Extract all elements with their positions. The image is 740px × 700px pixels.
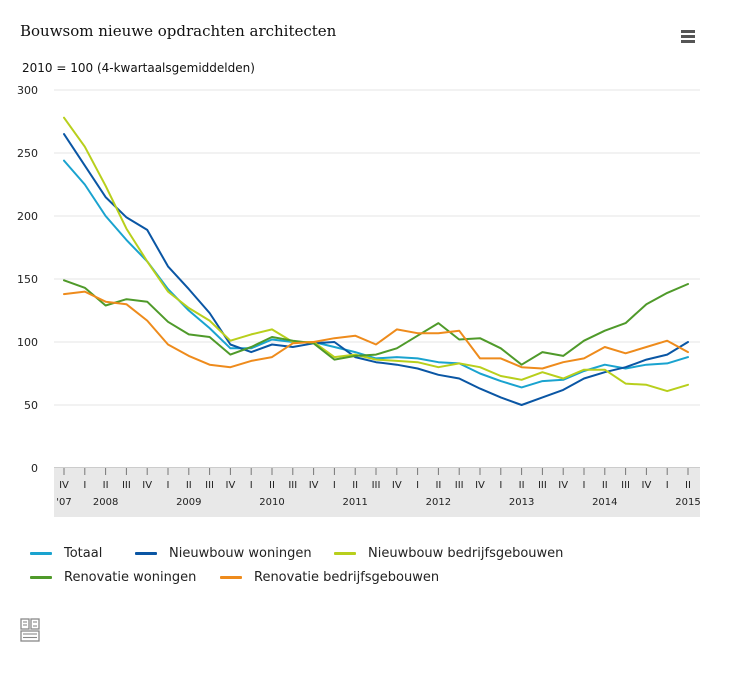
- x-quarter-label: I: [167, 480, 170, 491]
- legend-label: Renovatie bedrijfsgebouwen: [254, 570, 440, 585]
- series-line-nieuwbouw-woningen: [63, 133, 689, 406]
- series-line-renovatie-bedrijfsgebouwen: [63, 290, 689, 370]
- legend-swatch: [30, 576, 52, 579]
- x-year-label: 2013: [509, 497, 534, 508]
- x-quarter-label: II: [103, 480, 109, 491]
- x-quarter-label: I: [83, 480, 86, 491]
- x-quarter-label: I: [416, 480, 419, 491]
- x-year-label: 2010: [259, 497, 284, 508]
- legend-item[interactable]: Renovatie woningen: [30, 570, 196, 585]
- x-quarter-label: III: [122, 480, 131, 491]
- legend-swatch: [30, 552, 52, 555]
- y-tick-label: 150: [17, 273, 38, 286]
- x-quarter-label: II: [269, 480, 275, 491]
- x-quarter-label: II: [186, 480, 192, 491]
- chart-title: Bouwsom nieuwe opdrachten architecten: [20, 22, 337, 40]
- x-quarter-label: I: [583, 480, 586, 491]
- legend-item[interactable]: Totaal: [30, 546, 102, 561]
- x-quarter-label: IV: [642, 480, 652, 491]
- x-quarter-label: IV: [226, 480, 236, 491]
- y-tick-label: 0: [31, 462, 38, 475]
- x-year-label: 2012: [426, 497, 451, 508]
- y-tick-label: 300: [17, 84, 38, 97]
- legend-item[interactable]: Renovatie bedrijfsgebouwen: [220, 570, 439, 585]
- cbs-logo-icon: [20, 618, 40, 642]
- y-tick-label: 100: [17, 336, 38, 349]
- x-quarter-label: I: [250, 480, 253, 491]
- x-quarter-label: III: [288, 480, 297, 491]
- y-tick-label: 50: [24, 399, 38, 412]
- x-year-label: 2011: [342, 497, 367, 508]
- x-year-label: 2008: [93, 497, 118, 508]
- x-quarter-label: IV: [309, 480, 319, 491]
- x-quarter-label: II: [685, 480, 691, 491]
- x-quarter-label: II: [435, 480, 441, 491]
- x-axis-band: [54, 468, 700, 517]
- x-quarter-label: IV: [392, 480, 402, 491]
- x-quarter-label: III: [455, 480, 464, 491]
- legend-label: Renovatie woningen: [64, 570, 197, 585]
- y-axis: 0 50 100 150 200 250 300: [17, 84, 38, 475]
- x-quarter-label: I: [333, 480, 336, 491]
- legend-item[interactable]: Nieuwbouw woningen: [135, 546, 312, 561]
- x-quarter-label: III: [372, 480, 381, 491]
- x-axis: IV I II III IV I II III IV I II III IV I II III IV I II III…: [54, 468, 701, 517]
- x-quarter-label: IV: [475, 480, 485, 491]
- legend-label: Nieuwbouw bedrijfsgebouwen: [368, 546, 564, 561]
- x-quarter-label: IV: [558, 480, 568, 491]
- x-quarter-label: II: [519, 480, 525, 491]
- x-year-label: 2015: [675, 497, 700, 508]
- x-quarter-label: I: [666, 480, 669, 491]
- y-tick-label: 250: [17, 147, 38, 160]
- legend-item[interactable]: Nieuwbouw bedrijfsgebouwen: [334, 546, 563, 561]
- x-quarter-label: II: [352, 480, 358, 491]
- series-lines: [63, 116, 689, 406]
- x-quarter-label: II: [602, 480, 608, 491]
- chart-subtitle: 2010 = 100 (4-kwartaalsgemiddelden): [22, 61, 255, 75]
- x-quarter-label: I: [499, 480, 502, 491]
- x-quarter-label: III: [621, 480, 630, 491]
- x-quarter-label: III: [538, 480, 547, 491]
- x-year-label: '07: [56, 497, 71, 508]
- legend-label: Totaal: [64, 546, 103, 561]
- hamburger-menu-icon[interactable]: [681, 30, 695, 44]
- legend-label: Nieuwbouw woningen: [169, 546, 312, 561]
- series-line-totaal: [63, 159, 689, 389]
- legend-swatch: [220, 576, 242, 579]
- grid-lines: [54, 89, 700, 469]
- series-line-nieuwbouw-bedrijfsgebouwen: [63, 116, 689, 393]
- legend-swatch: [334, 552, 356, 555]
- x-quarter-label: III: [205, 480, 214, 491]
- x-year-label: 2014: [592, 497, 617, 508]
- y-tick-label: 200: [17, 210, 38, 223]
- series-line-renovatie-woningen: [63, 279, 689, 366]
- x-quarter-label: IV: [59, 480, 69, 491]
- x-quarter-label: IV: [142, 480, 152, 491]
- x-year-label: 2009: [176, 497, 201, 508]
- legend-swatch: [135, 552, 157, 555]
